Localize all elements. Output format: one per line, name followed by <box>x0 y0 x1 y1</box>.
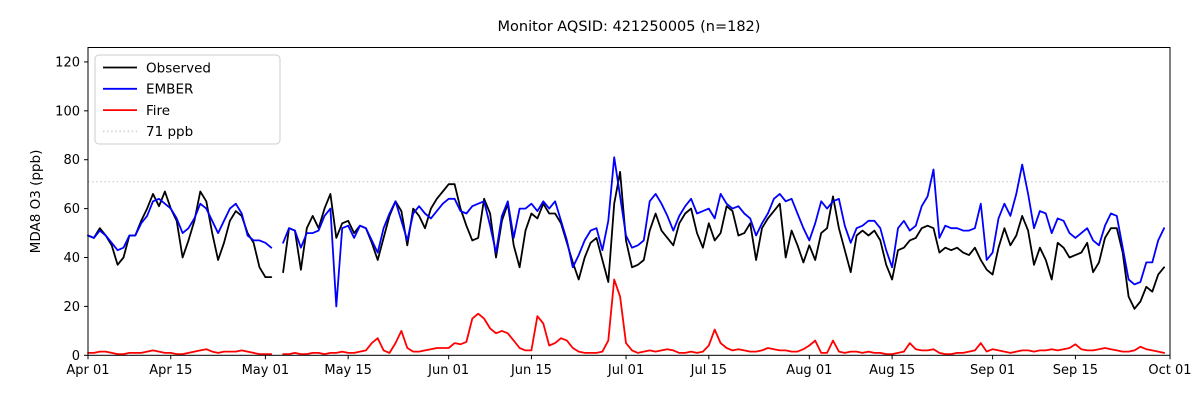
x-tick-label: Sep 01 <box>970 363 1015 378</box>
x-tick-label: Jun 01 <box>427 363 469 378</box>
legend-label: 71 ppb <box>146 124 193 140</box>
axes: 0 20 40 60 80 100 120 Apr 01 Apr 15 May 01 May 15 J… <box>55 47 1192 378</box>
chart-title: Monitor AQSID: 421250005 (n=182) <box>498 19 761 35</box>
series-line-observed <box>87 171 1165 310</box>
x-tick-label: Jun 15 <box>510 363 552 378</box>
y-tick-label: 100 <box>55 104 80 119</box>
legend: Observed EMBER Fire 71 ppb <box>94 54 281 145</box>
series-lines <box>87 156 1165 355</box>
legend-box <box>94 54 281 145</box>
x-tick-label: Jul 01 <box>607 363 644 378</box>
y-tick-label: 120 <box>55 55 80 70</box>
y-axis-label: MDA8 O3 (ppb) <box>28 150 44 254</box>
x-tick-label: Sep 15 <box>1053 363 1098 378</box>
y-tick-label: 0 <box>72 349 80 364</box>
x-tick-label: May 15 <box>324 363 372 378</box>
series-line-fire <box>87 278 1165 355</box>
y-tick-label: 40 <box>63 251 80 266</box>
y-tick-label: 80 <box>63 153 80 168</box>
x-tick-label: Apr 01 <box>66 363 109 378</box>
plot-border <box>87 47 1171 356</box>
series-line-ember <box>87 156 1165 308</box>
x-tick-label: Jul 15 <box>690 363 727 378</box>
x-tick-label: May 01 <box>242 363 290 378</box>
y-tick-label: 20 <box>63 300 80 315</box>
y-tick-label: 60 <box>63 202 80 217</box>
x-tick-label: Apr 15 <box>149 363 192 378</box>
legend-label: Observed <box>146 60 211 76</box>
x-tick-label: Aug 01 <box>786 363 832 378</box>
x-tick-label: Aug 15 <box>869 363 915 378</box>
legend-label: EMBER <box>146 82 193 98</box>
x-tick-label: Oct 01 <box>1148 363 1191 378</box>
legend-label: Fire <box>146 103 170 119</box>
